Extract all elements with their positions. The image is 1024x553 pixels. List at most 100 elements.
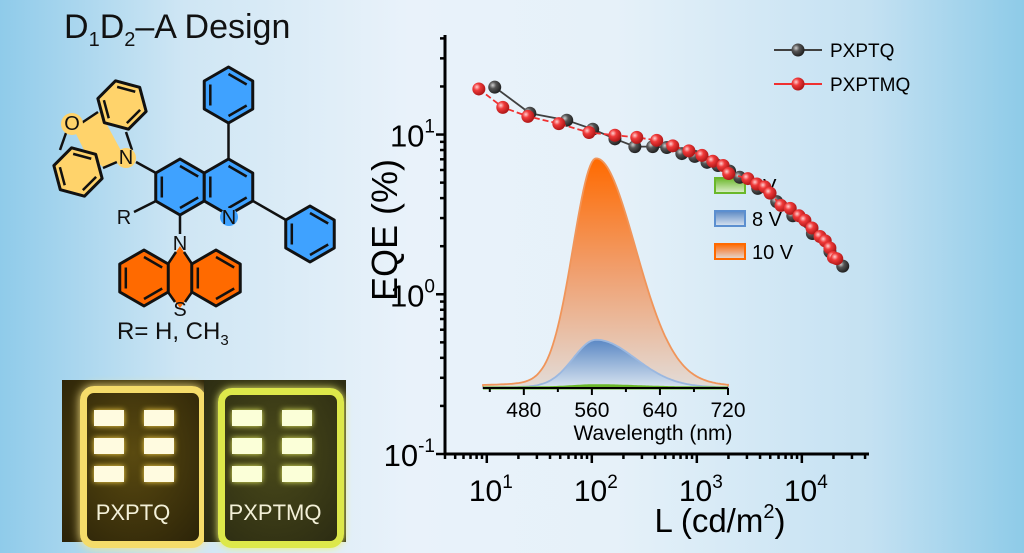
inset-x-axis-label: Wavelength (nm) bbox=[573, 422, 732, 445]
device-pixel bbox=[94, 438, 124, 454]
y-tick-label-exponent: 1 bbox=[424, 117, 435, 138]
y-tick-label-exponent: 0 bbox=[424, 276, 435, 297]
data-point-pxptq bbox=[688, 149, 702, 163]
single-bond bbox=[183, 291, 194, 303]
data-point-pxptmq bbox=[706, 154, 720, 168]
x-tick-label-exponent: 4 bbox=[817, 472, 828, 493]
data-point-pxptmq bbox=[630, 130, 644, 144]
y-axis-label: EQE (%) bbox=[364, 159, 405, 301]
single-bond bbox=[182, 251, 194, 265]
data-point-pxptmq bbox=[758, 180, 772, 194]
single-bond bbox=[133, 199, 157, 214]
data-point-pxptq bbox=[560, 113, 574, 127]
data-point-pxptq bbox=[751, 181, 765, 195]
legend-marker-pxptmq bbox=[791, 77, 805, 91]
data-point-pxptq bbox=[805, 227, 819, 241]
photo-label-pxptq: PXPTQ bbox=[95, 500, 171, 525]
spectrum-10v bbox=[482, 157, 729, 389]
atom-nitrogen-phenothiazine: N bbox=[173, 233, 187, 255]
y-tick-label-base: 10 bbox=[384, 438, 418, 473]
inset-x-tick-label: 560 bbox=[574, 399, 609, 422]
double-bond bbox=[102, 99, 110, 119]
data-point-pxptmq bbox=[682, 144, 696, 158]
y-tick-label-base: 10 bbox=[390, 119, 424, 154]
data-point-pxptmq bbox=[798, 213, 812, 227]
data-point-pxptmq bbox=[792, 209, 806, 223]
data-point-pxptq bbox=[675, 147, 689, 161]
phenoxazine-core bbox=[72, 112, 125, 168]
data-point-pxptq bbox=[733, 170, 747, 184]
series-line-pxptmq bbox=[478, 88, 838, 260]
double-bond bbox=[72, 152, 92, 160]
photo-label-pxptmq: PXPTMQ bbox=[228, 500, 322, 525]
single-bond bbox=[79, 110, 99, 126]
data-point-pxptmq bbox=[552, 117, 566, 131]
double-bond bbox=[215, 287, 235, 301]
x-tick-label-exponent: 1 bbox=[502, 472, 513, 493]
atom-nitrogen-quinoline: N bbox=[222, 207, 236, 229]
data-point-pxptmq bbox=[774, 198, 788, 212]
data-point-pxptmq bbox=[741, 172, 755, 186]
single-bond bbox=[252, 199, 287, 222]
device-pixel bbox=[144, 410, 174, 426]
double-bond bbox=[143, 287, 163, 301]
device-photo-pxptq: PXPTQ bbox=[62, 380, 206, 548]
data-point-pxptq bbox=[786, 209, 800, 223]
double-bond bbox=[143, 255, 163, 269]
atom-r-group: R bbox=[117, 207, 131, 229]
data-point-pxptq bbox=[836, 259, 850, 273]
data-point-pxptq bbox=[823, 245, 837, 259]
x-tick-label: 104 bbox=[784, 472, 828, 508]
device-pixel bbox=[94, 410, 124, 426]
data-point-pxptmq bbox=[608, 128, 622, 142]
single-bond bbox=[102, 160, 118, 170]
data-point-pxptmq bbox=[650, 133, 664, 147]
x-tick-label-base: 10 bbox=[679, 475, 712, 508]
double-bond bbox=[227, 196, 248, 210]
spectrum-6v bbox=[483, 384, 728, 390]
data-point-pxptmq bbox=[750, 177, 764, 191]
single-bond bbox=[166, 291, 177, 303]
data-point-pxptq bbox=[711, 159, 725, 173]
molecule-structure: O N N R N S bbox=[52, 65, 336, 321]
y-tick-label: 101 bbox=[390, 117, 435, 154]
double-bond bbox=[227, 72, 248, 86]
x-tick-label-base: 10 bbox=[469, 475, 502, 508]
inset-legend-swatch-8v bbox=[714, 210, 746, 227]
x-tick-label-exponent: 3 bbox=[712, 472, 723, 493]
data-point-pxptmq bbox=[813, 229, 827, 243]
data-point-pxptmq bbox=[830, 252, 844, 266]
double-bond bbox=[309, 211, 329, 225]
spectrum-8v bbox=[482, 338, 729, 389]
double-bond bbox=[179, 196, 199, 210]
y-tick-label: 100 bbox=[390, 276, 435, 313]
y-tick-label-base: 10 bbox=[390, 278, 424, 313]
double-bond bbox=[179, 164, 199, 178]
double-bond bbox=[227, 164, 248, 178]
data-point-pxptmq bbox=[722, 167, 736, 181]
data-point-pxptmq bbox=[823, 241, 837, 255]
data-point-pxptq bbox=[628, 140, 642, 154]
device-pixel bbox=[232, 438, 262, 454]
data-point-pxptq bbox=[646, 140, 660, 154]
data-point-pxptq bbox=[586, 122, 600, 136]
data-point-pxptmq bbox=[783, 201, 797, 215]
x-tick-label: 103 bbox=[679, 472, 723, 508]
double-bond bbox=[116, 85, 136, 93]
x-tick-label-base: 10 bbox=[784, 475, 817, 508]
double-bond bbox=[227, 104, 248, 118]
data-point-pxptq bbox=[700, 155, 714, 169]
data-point-pxptmq bbox=[582, 125, 596, 139]
device-pixel bbox=[144, 466, 174, 482]
atom-bg bbox=[61, 113, 83, 135]
device-photo: PXPTQ PXPTMQ bbox=[62, 380, 346, 548]
y-tick-label: 10-1 bbox=[384, 436, 435, 473]
device-pixel bbox=[232, 410, 262, 426]
single-bond bbox=[58, 132, 68, 151]
y-tick-label-exponent: -1 bbox=[418, 436, 435, 457]
data-point-pxptmq bbox=[826, 250, 840, 264]
device-pixel bbox=[282, 438, 312, 454]
data-point-pxptmq bbox=[472, 82, 486, 96]
inset-x-tick-label: 480 bbox=[506, 399, 541, 422]
atom-bg bbox=[116, 148, 136, 168]
